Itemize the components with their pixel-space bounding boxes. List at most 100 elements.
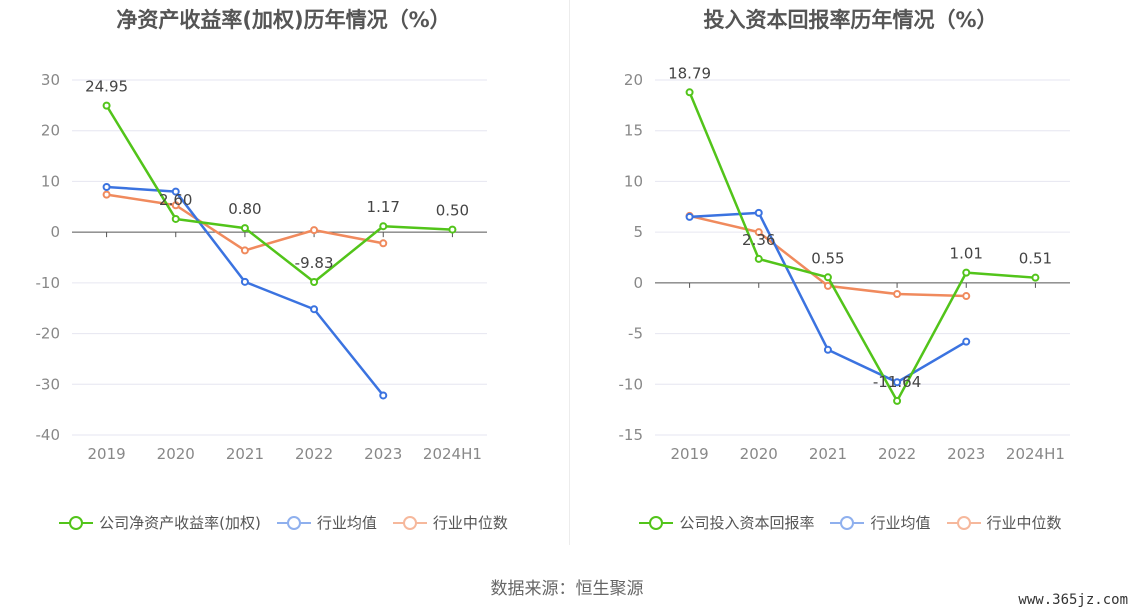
data-point — [379, 222, 388, 231]
data-point — [379, 239, 388, 248]
y-tick-label: 20 — [624, 71, 643, 89]
data-label: 0.55 — [811, 249, 844, 267]
data-point — [171, 187, 180, 196]
data-label: -9.83 — [295, 254, 334, 272]
y-tick-label: -10 — [619, 375, 644, 393]
data-point — [893, 378, 902, 387]
legend-item-industry-avg[interactable]: 行业均值 — [276, 512, 377, 533]
data-label: 24.95 — [85, 78, 128, 96]
panel-divider — [569, 0, 570, 545]
roic-chart: 20 15 10 5 0 -5 -10 -15 2019 2020 2021 2022 2023 2024… — [619, 64, 1070, 463]
legend-item-company[interactable]: 公司净资产收益率(加权) — [59, 512, 261, 533]
data-point — [823, 345, 832, 354]
data-point — [823, 281, 832, 290]
legend: 公司投入资本回报率 行业均值 行业中位数 — [567, 512, 1134, 533]
series-line — [105, 104, 453, 284]
data-point — [240, 224, 249, 233]
legend-item-industry-avg[interactable]: 行业均值 — [830, 512, 931, 533]
legend-label: 行业均值 — [870, 514, 931, 532]
y-tick-label: -20 — [36, 325, 61, 343]
y-tick-label: -40 — [36, 426, 61, 444]
series-line — [106, 185, 385, 397]
data-point — [102, 101, 111, 110]
data-label: 2.36 — [742, 231, 775, 249]
legend-label: 公司投入资本回报率 — [679, 514, 815, 532]
x-tick-label: 2020 — [157, 445, 195, 463]
data-point — [893, 396, 902, 405]
data-label: 0.80 — [228, 200, 261, 218]
y-tick-label: -5 — [628, 325, 643, 343]
data-label: 18.79 — [668, 64, 711, 82]
data-point — [1031, 273, 1040, 282]
data-label: 0.51 — [1019, 250, 1052, 268]
data-point — [962, 292, 971, 301]
data-point — [102, 183, 111, 192]
data-point — [102, 190, 111, 199]
data-label: 1.17 — [367, 198, 400, 216]
data-point — [893, 290, 902, 299]
legend-label: 行业均值 — [316, 514, 377, 532]
legend-line-icon — [59, 515, 94, 530]
roe-chart: 30 20 10 0 -10 -20 -30 -40 2019 2020 2021 2022 2023 2… — [36, 71, 487, 463]
data-label: -11.64 — [873, 373, 921, 391]
legend: 公司净资产收益率(加权) 行业均值 行业中位数 — [0, 512, 567, 533]
chart-panel-roe: 净资产收益率(加权)历年情况（%） 30 20 10 0 -10 -20 -30 -40 201… — [0, 0, 567, 560]
x-tick-label: 2019 — [87, 445, 125, 463]
data-point — [962, 268, 971, 277]
x-tick-label: 2023 — [947, 445, 985, 463]
x-tick-label: 2022 — [878, 445, 916, 463]
data-point — [171, 201, 180, 210]
data-point — [685, 88, 694, 97]
legend-line-icon — [830, 515, 865, 530]
data-point — [310, 277, 319, 286]
data-point — [754, 254, 763, 263]
y-tick-label: 0 — [633, 274, 643, 292]
data-point — [310, 305, 319, 314]
data-point — [754, 208, 763, 217]
y-tick-label: 30 — [41, 71, 60, 89]
data-point — [379, 391, 388, 400]
x-tick-label: 2022 — [295, 445, 333, 463]
y-tick-label: 15 — [624, 122, 643, 140]
x-tick-label: 2020 — [740, 445, 778, 463]
legend-item-industry-median[interactable]: 行业中位数 — [946, 512, 1062, 533]
data-point — [240, 246, 249, 255]
chart-title: 投入资本回报率历年情况（%） — [703, 8, 998, 32]
legend-label: 行业中位数 — [432, 514, 508, 532]
series-line — [688, 91, 1036, 403]
chart-panel-roic: 投入资本回报率历年情况（%） 20 15 10 5 0 -5 -10 -15 2019 2020 2… — [567, 0, 1134, 560]
y-tick-label: 20 — [41, 122, 60, 140]
legend-line-icon — [392, 515, 427, 530]
data-point — [171, 214, 180, 223]
data-label: 2.60 — [159, 191, 192, 209]
data-source-note: 数据来源：恒生聚源 — [490, 579, 644, 599]
x-tick-label: 2021 — [809, 445, 847, 463]
legend-item-company[interactable]: 公司投入资本回报率 — [639, 512, 814, 533]
y-tick-label: 0 — [50, 223, 60, 241]
chart-title: 净资产收益率(加权)历年情况（%） — [116, 8, 451, 32]
data-point — [240, 277, 249, 286]
legend-line-icon — [639, 515, 674, 530]
x-tick-label: 2024H1 — [1006, 445, 1065, 463]
data-point — [310, 226, 319, 235]
series-line — [689, 211, 967, 384]
data-point — [823, 273, 832, 282]
legend-line-icon — [946, 515, 981, 530]
legend-line-icon — [276, 515, 311, 530]
x-tick-label: 2019 — [670, 445, 708, 463]
y-tick-label: 10 — [41, 172, 60, 190]
data-point — [962, 337, 971, 346]
y-tick-label: 5 — [633, 223, 643, 241]
watermark: www.365jz.com — [1018, 592, 1128, 608]
data-label: 1.01 — [950, 245, 983, 263]
legend-item-industry-median[interactable]: 行业中位数 — [392, 512, 508, 533]
legend-label: 行业中位数 — [986, 514, 1062, 532]
data-point — [448, 225, 457, 234]
y-tick-label: -10 — [36, 274, 61, 292]
data-point — [754, 228, 763, 237]
legend-label: 公司净资产收益率(加权) — [99, 514, 261, 532]
data-label: 0.50 — [436, 202, 469, 220]
y-tick-label: -15 — [619, 426, 644, 444]
y-tick-label: -30 — [36, 375, 61, 393]
y-tick-label: 10 — [624, 172, 643, 190]
